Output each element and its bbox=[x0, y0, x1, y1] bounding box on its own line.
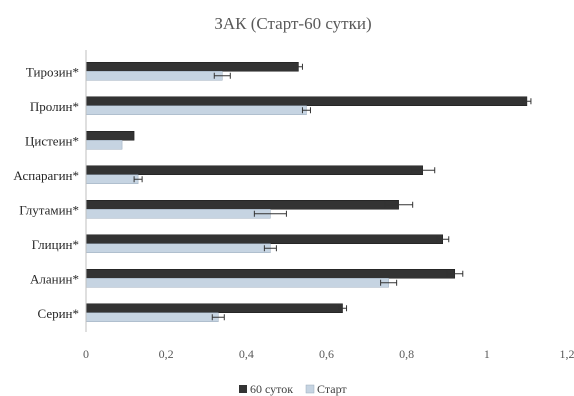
x-tick-label: 1 bbox=[484, 347, 490, 361]
error-bar-start-cat-6 bbox=[380, 279, 398, 286]
error-bar-start-cat-5 bbox=[263, 245, 277, 252]
bar-start-cat-2 bbox=[85, 140, 123, 150]
category-label-cat-3: Аспарагин* bbox=[13, 168, 79, 183]
error-bar-start-cat-7 bbox=[211, 314, 225, 321]
legend: 60 суток Старт bbox=[239, 382, 347, 396]
axis-layer: Тирозин* Пролин* Цистеин* Аспарагин* Глутами… bbox=[13, 50, 574, 361]
legend-label-start: Старт bbox=[317, 382, 347, 396]
error-bar-day60-cat-6 bbox=[446, 270, 464, 277]
legend-swatch-start bbox=[305, 384, 315, 394]
error-bar-day60-cat-5 bbox=[436, 236, 450, 243]
bar-start-cat-5 bbox=[85, 243, 271, 253]
bar-day60-cat-0 bbox=[85, 62, 299, 72]
bar-day60-cat-5 bbox=[85, 234, 443, 244]
bar-day60-cat-2 bbox=[85, 131, 135, 141]
x-tick-label: 0,6 bbox=[319, 347, 334, 361]
error-bar-start-cat-3 bbox=[133, 176, 143, 183]
category-label-cat-2: Цистеин* bbox=[25, 133, 79, 148]
category-label-cat-4: Глутамин* bbox=[19, 202, 79, 217]
legend-label-60-days: 60 суток bbox=[250, 382, 293, 396]
error-bar-day60-cat-7 bbox=[338, 305, 348, 312]
error-bar-day60-cat-1 bbox=[522, 98, 532, 105]
category-label-cat-6: Аланин* bbox=[30, 271, 79, 286]
x-tick-label: 0 bbox=[83, 347, 89, 361]
bar-day60-cat-1 bbox=[85, 96, 528, 106]
bar-day60-cat-3 bbox=[85, 165, 423, 175]
error-bar-day60-cat-4 bbox=[384, 201, 414, 208]
bar-start-cat-0 bbox=[85, 71, 223, 81]
error-bar-start-cat-0 bbox=[213, 72, 231, 79]
legend-swatch-60-days bbox=[239, 385, 247, 393]
bar-start-cat-4 bbox=[85, 209, 271, 219]
bar-start-cat-1 bbox=[85, 105, 307, 115]
bar-day60-cat-6 bbox=[85, 269, 456, 279]
error-bar-day60-cat-0 bbox=[293, 63, 303, 70]
category-label-cat-5: Глицин* bbox=[32, 237, 79, 252]
category-label-cat-1: Пролин* bbox=[30, 99, 79, 114]
bar-start-cat-7 bbox=[85, 312, 219, 322]
chart-title: ЗАК (Старт-60 сутки) bbox=[214, 14, 371, 33]
category-label-cat-7: Серин* bbox=[37, 306, 79, 321]
x-tick-label: 0,8 bbox=[399, 347, 414, 361]
bar-day60-cat-4 bbox=[85, 200, 399, 210]
x-tick-label: 1,2 bbox=[560, 347, 574, 361]
bar-day60-cat-7 bbox=[85, 303, 343, 313]
error-bar-day60-cat-3 bbox=[410, 167, 436, 174]
bars-layer bbox=[85, 62, 532, 322]
x-tick-label: 0,2 bbox=[159, 347, 174, 361]
error-bar-start-cat-4 bbox=[253, 210, 287, 217]
error-bar-start-cat-1 bbox=[301, 107, 311, 114]
bar-start-cat-6 bbox=[85, 278, 389, 288]
bar-start-cat-3 bbox=[85, 174, 139, 184]
x-tick-label: 0,4 bbox=[239, 347, 254, 361]
category-label-cat-0: Тирозин* bbox=[26, 64, 79, 79]
